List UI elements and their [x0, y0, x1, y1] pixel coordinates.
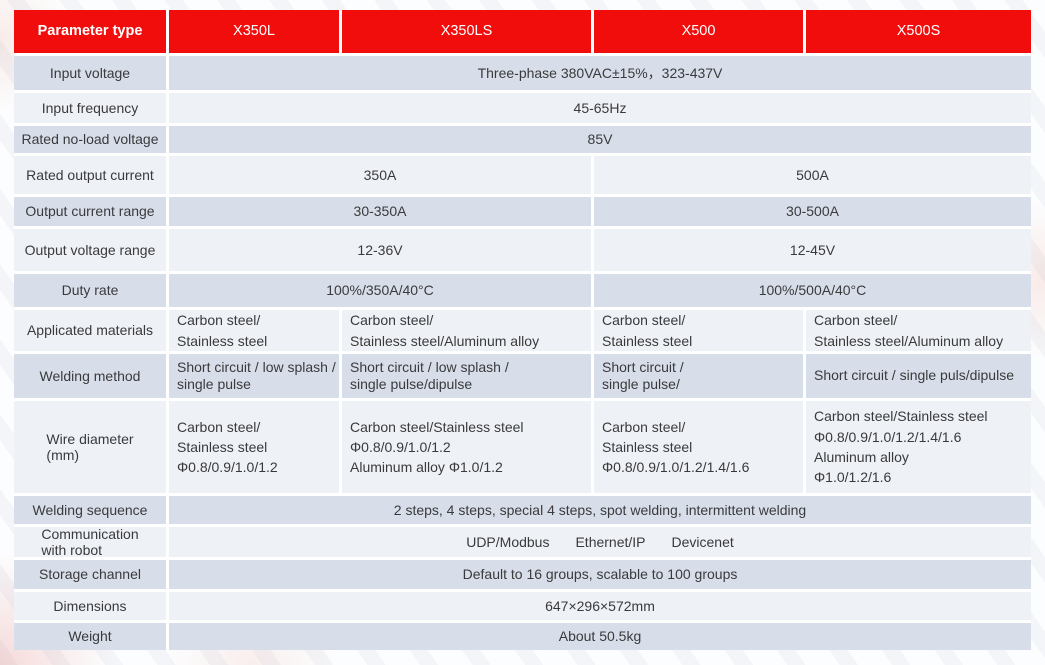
header-model-x350ls: X350LS: [342, 10, 591, 53]
row-label-storage-channel: Storage channel: [14, 560, 166, 589]
row-label-applicated-materials: Applicated materials: [14, 310, 166, 351]
cell-line: (mm): [46, 447, 80, 463]
cell-welding-sequence: 2 steps, 4 steps, special 4 steps, spot …: [169, 496, 1031, 524]
cell-duty-rate-x350: 100%/350A/40°C: [169, 274, 591, 307]
cell-rated-output-current-x500: 500A: [594, 156, 1031, 194]
cell-line: single pulse: [177, 376, 251, 392]
row-label-duty-rate: Duty rate: [14, 274, 166, 307]
cell-output-voltage-range-x350: 12-36V: [169, 229, 591, 271]
cell-line: Short circuit / low splash /: [350, 358, 509, 375]
row-label-welding-sequence: Welding sequence: [14, 496, 166, 524]
cell-line: Short circuit /: [602, 358, 684, 375]
cell-line: Aluminum alloy: [814, 449, 909, 465]
cell-wire-diameter-x350ls: Carbon steel/Stainless steel Φ0.8/0.9/1.…: [342, 401, 591, 493]
cell-line: Aluminum alloy Φ1.0/1.2: [350, 459, 503, 476]
cell-line: single pulse/dipulse: [350, 376, 473, 392]
row-label-rated-output-current: Rated output current: [14, 156, 166, 194]
cell-line: Stainless steel/Aluminum alloy: [350, 332, 540, 349]
cell-line: Carbon steel/: [177, 312, 261, 329]
cell-applicated-x350ls: Carbon steel/ Stainless steel/Aluminum a…: [342, 310, 591, 351]
cell-line: Carbon steel/Stainless steel: [350, 418, 524, 435]
cell-welding-method-x500: Short circuit / single pulse/: [594, 354, 803, 398]
header-parameter-type: Parameter type: [14, 10, 166, 53]
cell-input-voltage: Three-phase 380VAC±15%，323-437V: [169, 56, 1031, 90]
cell-line: Stainless steel: [602, 332, 693, 349]
communication-protocol: UDP/Modbus: [466, 533, 550, 550]
row-label-communication-lines: Communication with robot: [41, 526, 138, 558]
row-label-input-frequency: Input frequency: [14, 93, 166, 123]
cell-line: Stainless steel/Aluminum alloy: [814, 332, 1004, 349]
cell-line: Φ0.8/0.9/1.0/1.2: [177, 459, 278, 476]
cell-line: Φ0.8/0.9/1.0/1.2/1.4/1.6: [602, 459, 750, 476]
cell-line: Carbon steel/Stainless steel: [814, 408, 988, 425]
cell-line: Φ1.0/1.2/1.6: [814, 469, 892, 486]
cell-line: Carbon steel/: [602, 418, 686, 435]
cell-weight: About 50.5kg: [169, 623, 1031, 650]
cell-applicated-x500s: Carbon steel/ Stainless steel/Aluminum a…: [806, 310, 1031, 351]
cell-line: single pulse/: [602, 376, 680, 392]
row-label-output-current-range: Output current range: [14, 197, 166, 226]
row-label-weight: Weight: [14, 623, 166, 650]
cell-wire-diameter-x350l: Carbon steel/ Stainless steel Φ0.8/0.9/1…: [169, 401, 339, 493]
row-label-output-voltage-range: Output voltage range: [14, 229, 166, 271]
cell-wire-diameter-x500s: Carbon steel/Stainless steel Φ0.8/0.9/1.…: [806, 401, 1031, 493]
cell-line: Carbon steel/: [602, 312, 686, 329]
row-label-rated-no-load-voltage: Rated no-load voltage: [14, 126, 166, 153]
cell-applicated-x500: Carbon steel/ Stainless steel: [594, 310, 803, 351]
cell-output-current-range-x500: 30-500A: [594, 197, 1031, 226]
cell-line: Short circuit / low splash /: [177, 358, 336, 375]
cell-communication: UDP/Modbus Ethernet/IP Devicenet: [169, 527, 1031, 557]
communication-protocol: Devicenet: [671, 533, 734, 550]
cell-line: Stainless steel: [177, 332, 268, 349]
cell-rated-no-load-voltage: 85V: [169, 126, 1031, 153]
cell-line: Wire diameter: [46, 430, 134, 447]
header-model-x500: X500: [594, 10, 803, 53]
cell-line: Short circuit / single puls/dipulse: [814, 367, 1014, 384]
cell-line: with robot: [41, 542, 103, 558]
header-model-x350l: X350L: [169, 10, 339, 53]
cell-line: Communication: [41, 525, 139, 542]
row-label-wire-diameter: Wire diameter (mm): [14, 401, 166, 493]
cell-welding-method-x350l: Short circuit / low splash / single puls…: [169, 354, 339, 398]
cell-line: Carbon steel/: [177, 418, 261, 435]
cell-line: Stainless steel: [602, 438, 693, 455]
cell-line: Stainless steel: [177, 438, 268, 455]
cell-output-voltage-range-x500: 12-45V: [594, 229, 1031, 271]
cell-rated-output-current-x350: 350A: [169, 156, 591, 194]
row-label-input-voltage: Input voltage: [14, 56, 166, 90]
communication-protocol: Ethernet/IP: [575, 533, 646, 550]
header-model-x500s: X500S: [806, 10, 1031, 53]
row-label-wire-diameter-lines: Wire diameter (mm): [46, 431, 133, 463]
spec-table: Parameter type X350L X350LS X500 X500S I…: [14, 10, 1031, 650]
cell-welding-method-x500s: Short circuit / single puls/dipulse: [806, 354, 1031, 398]
row-label-communication-with-robot: Communication with robot: [14, 526, 166, 558]
cell-line: Carbon steel/: [350, 312, 434, 329]
cell-line: Φ0.8/0.9/1.0/1.2/1.4/1.6: [814, 428, 962, 445]
cell-input-frequency: 45-65Hz: [169, 93, 1031, 123]
cell-dimensions: 647×296×572mm: [169, 592, 1031, 620]
cell-line: Carbon steel/: [814, 312, 898, 329]
row-label-welding-method: Welding method: [14, 354, 166, 398]
cell-welding-method-x350ls: Short circuit / low splash / single puls…: [342, 354, 591, 398]
cell-duty-rate-x500: 100%/500A/40°C: [594, 274, 1031, 307]
cell-wire-diameter-x500: Carbon steel/ Stainless steel Φ0.8/0.9/1…: [594, 401, 803, 493]
cell-applicated-x350l: Carbon steel/ Stainless steel: [169, 310, 339, 351]
cell-output-current-range-x350: 30-350A: [169, 197, 591, 226]
cell-storage-channel: Default to 16 groups, scalable to 100 gr…: [169, 560, 1031, 589]
row-label-dimensions: Dimensions: [14, 592, 166, 620]
cell-line: Φ0.8/0.9/1.0/1.2: [350, 438, 451, 455]
